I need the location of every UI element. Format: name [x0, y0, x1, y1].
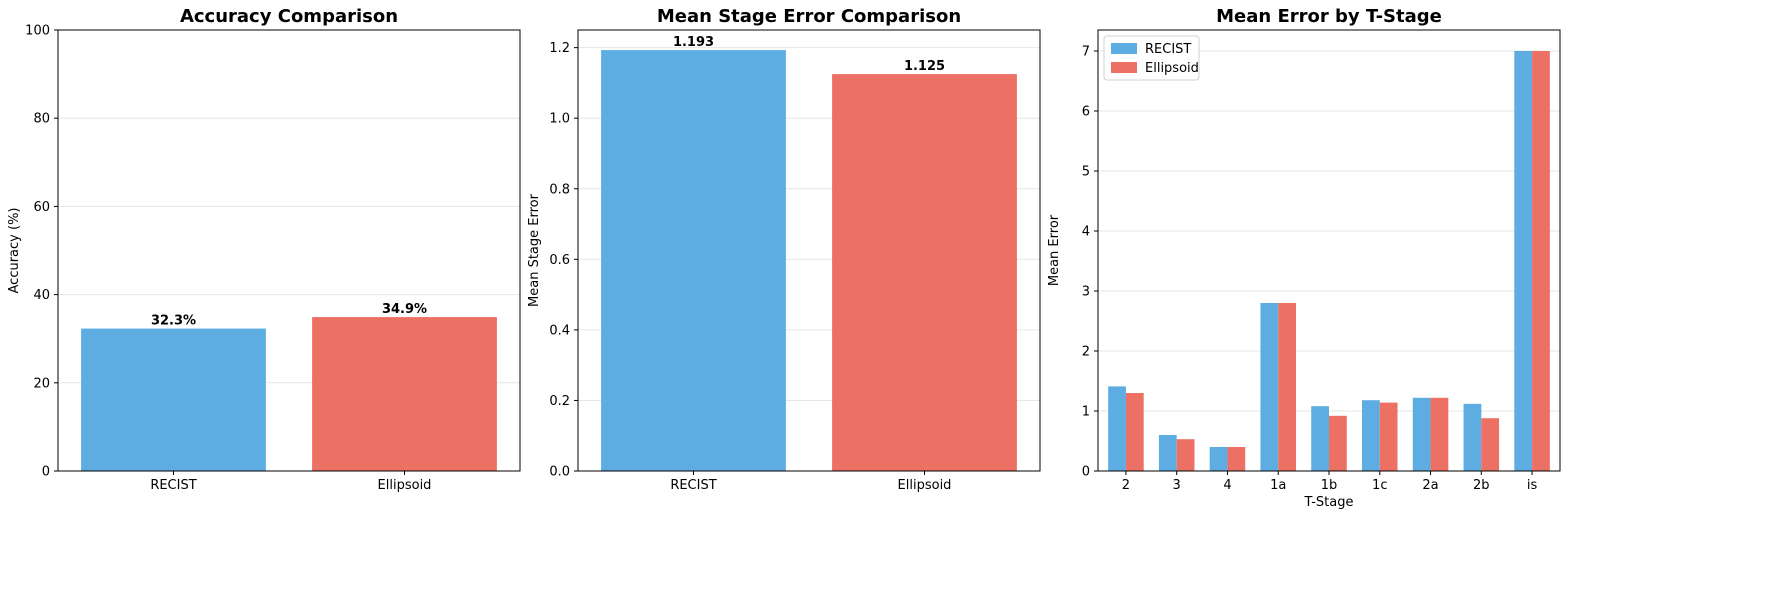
bar-recist-1a: [1260, 303, 1279, 471]
bar-recist-is: [1514, 51, 1533, 471]
axes-frame: [1097, 29, 1561, 472]
bar-recist: [81, 328, 266, 471]
bar-recist-2: [1108, 386, 1126, 471]
legend-swatch-recist: [1111, 43, 1137, 54]
bar-recist-4: [1209, 447, 1228, 471]
data-label: 1.193: [673, 35, 714, 50]
bar-ellipsoid-2: [1125, 393, 1144, 471]
bar-ellipsoid-2b: [1481, 418, 1500, 471]
legend-swatch-ellipsoid: [1111, 62, 1137, 73]
y-tick-label: 5: [1082, 165, 1090, 180]
y-tick-label: 0.0: [549, 465, 570, 480]
y-axis-label: Mean Error: [1047, 214, 1062, 286]
y-tick-label: 80: [33, 112, 50, 127]
y-axis-label: Accuracy (%): [7, 208, 22, 294]
x-tick-label: is: [1527, 478, 1538, 493]
y-tick-label: 40: [33, 288, 50, 303]
data-label: 32.3%: [151, 314, 196, 329]
y-axis-label: Mean Stage Error: [527, 193, 542, 307]
y-tick-label: 0: [1082, 465, 1090, 480]
bar-recist-2a: [1412, 397, 1431, 471]
x-tick-label: Ellipsoid: [378, 478, 432, 493]
x-axis-label: T-Stage: [1303, 495, 1353, 510]
bar-recist-2b: [1463, 403, 1482, 471]
bar-recist: [601, 50, 786, 472]
chart-title: Accuracy Comparison: [180, 6, 398, 27]
y-tick-label: 100: [25, 24, 50, 39]
chart-panel-3: 0 1 2 3 4 5 6 7 2 3 4 1a 1b 1c 2a 2b is Mean Error by T-S…: [1047, 6, 1561, 510]
y-tick-label: 0: [42, 465, 50, 480]
y-tick-label: 0.2: [549, 394, 570, 409]
chart-panel-1: 32.3% 34.9% 0 20 40 60 80 100 RECIST Ellipsoid Acc…: [7, 6, 521, 493]
bar-ellipsoid-1a: [1278, 303, 1296, 471]
x-tick-label: 2: [1122, 478, 1130, 493]
y-tick-label: 3: [1082, 285, 1090, 300]
axes-frame: [57, 29, 521, 472]
legend: RECIST Ellipsoid: [1103, 35, 1200, 81]
x-tick-label: RECIST: [670, 478, 716, 493]
bar-recist-3: [1158, 435, 1177, 471]
data-label: 34.9%: [382, 302, 427, 317]
data-label: 1.125: [904, 59, 945, 74]
bar-recist-1c: [1362, 400, 1380, 471]
y-tick-label: 7: [1082, 45, 1090, 60]
y-tick-label: 4: [1082, 225, 1090, 240]
bar-ellipsoid-3: [1176, 439, 1195, 471]
x-tick-label: 2a: [1422, 478, 1438, 493]
legend-label-recist: RECIST: [1145, 42, 1191, 57]
y-tick-label: 1.0: [549, 112, 570, 127]
bar-ellipsoid-4: [1227, 447, 1246, 471]
y-tick-label: 60: [33, 200, 50, 215]
bar-recist-1b: [1311, 406, 1329, 471]
x-tick-label: 4: [1223, 478, 1231, 493]
bar-ellipsoid-1b: [1329, 415, 1347, 471]
x-tick-label: 2b: [1473, 478, 1490, 493]
bar-ellipsoid-1c: [1379, 402, 1398, 471]
chart-title: Mean Stage Error Comparison: [657, 6, 961, 27]
x-tick-label: 1c: [1372, 478, 1387, 493]
y-tick-label: 0.4: [549, 323, 570, 338]
legend-label-ellipsoid: Ellipsoid: [1145, 61, 1199, 76]
x-tick-label: RECIST: [150, 478, 196, 493]
chart-panel-2: 1.193 1.125 0.0 0.2 0.4 0.6 0.8 1.0 1.2 RECIST Ell…: [527, 6, 1041, 493]
bar-ellipsoid: [312, 317, 497, 471]
bar-ellipsoid: [832, 74, 1017, 471]
y-tick-label: 0.8: [549, 182, 570, 197]
axes-frame: [577, 29, 1041, 472]
y-tick-label: 0.6: [549, 253, 570, 268]
bar-ellipsoid-2a: [1430, 397, 1449, 471]
x-tick-label: 1a: [1270, 478, 1286, 493]
y-tick-label: 1: [1082, 405, 1090, 420]
y-tick-label: 1.2: [549, 41, 570, 56]
x-tick-label: 1b: [1321, 478, 1338, 493]
y-tick-label: 6: [1082, 105, 1090, 120]
x-tick-label: 3: [1173, 478, 1181, 493]
bar-ellipsoid-is: [1532, 51, 1550, 471]
y-tick-label: 2: [1082, 345, 1090, 360]
x-tick-label: Ellipsoid: [898, 478, 952, 493]
chart-title: Mean Error by T-Stage: [1216, 6, 1442, 27]
y-tick-label: 20: [33, 376, 50, 391]
